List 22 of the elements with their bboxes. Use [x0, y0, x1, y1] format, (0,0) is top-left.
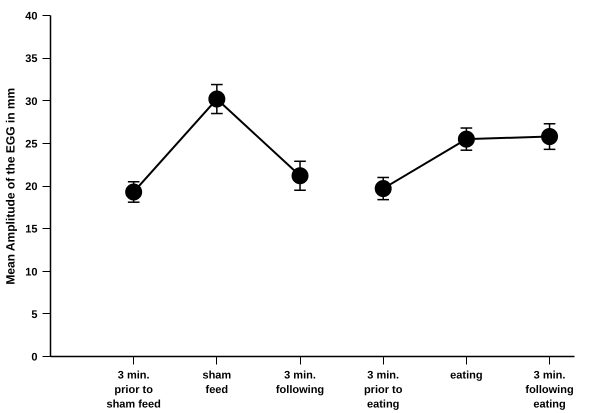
y-tick-label: 10 [25, 266, 38, 278]
y-tick-label: 25 [25, 138, 38, 150]
point [374, 180, 392, 198]
x-tick-label: 3 min. following [276, 370, 324, 396]
x-tick-label: 3 min. following eating [525, 370, 574, 410]
point [292, 167, 309, 184]
x-tick-label: eating [450, 370, 483, 382]
y-tick-label: 30 [25, 96, 38, 108]
point [458, 130, 475, 148]
y-tick-label: 5 [31, 308, 38, 321]
y-tick-label: 0 [31, 352, 38, 364]
y-axis-title: Mean Amplitude of the EGG in mm [3, 88, 18, 285]
point [208, 90, 226, 108]
y-tick-label: 35 [25, 53, 38, 66]
x-tick-label: 3 min. prior to eating [364, 370, 403, 410]
point [541, 128, 558, 146]
y-tick-label: 20 [25, 181, 38, 193]
point [125, 183, 142, 200]
y-tick-label: 40 [25, 10, 38, 22]
x-tick-label: 3 min. prior to sham feed [106, 370, 161, 410]
y-tick-label: 15 [25, 224, 38, 236]
x-tick-label: sham feed [202, 370, 232, 396]
